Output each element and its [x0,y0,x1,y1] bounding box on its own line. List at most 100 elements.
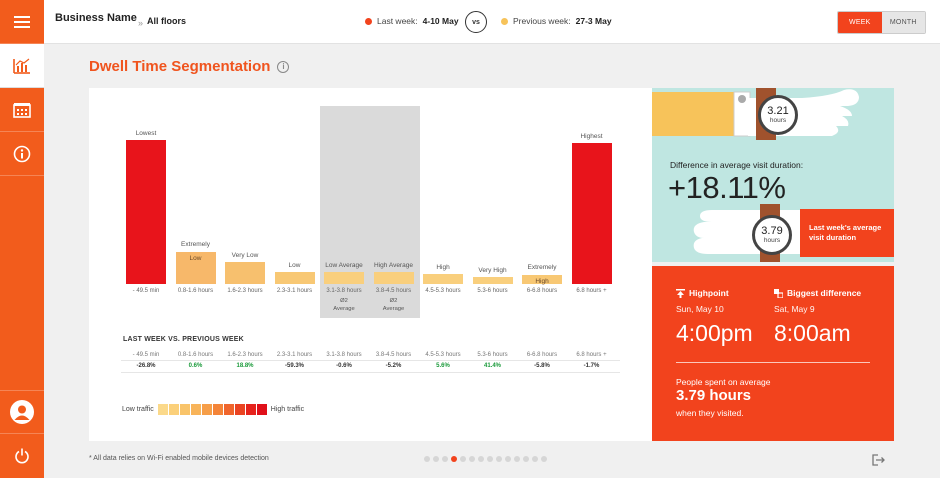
menu-button[interactable] [0,0,44,44]
nav-info[interactable] [0,132,44,176]
export-icon [872,454,885,466]
chart-bar-label: Highest [580,132,603,140]
chart-bar[interactable] [274,272,315,284]
previous-week-label: Previous week: [513,16,571,26]
chart-bar-label: Very Low [231,252,259,260]
chart-bar[interactable] [373,272,414,284]
last-week-watch-unit: hours [763,237,781,244]
period-toggle: WEEK MONTH [837,11,926,34]
last-week-average-line1: Last week's average [809,223,882,232]
comparison-value: -5.8% [534,363,550,369]
biggest-difference-day: Sat, May 9 [774,304,815,314]
comparison-range: 5.3-6 hours [477,352,508,358]
biggest-difference-label: Biggest difference [787,288,862,298]
business-name[interactable]: Business Name [54,5,138,35]
page-dot[interactable] [532,456,538,462]
chart-bar-label: Very High [478,266,507,274]
page-dot[interactable] [478,456,484,462]
menu-icon [14,15,30,28]
page-dot[interactable] [442,456,448,462]
chart-bar-label: High Average [374,262,413,270]
page-title-row: Dwell Time Segmentation i [89,58,290,75]
traffic-swatch [157,404,168,415]
chart-bar[interactable] [225,262,265,284]
top-bar: Business Name » All floors Last week: 4-… [44,0,940,44]
traffic-legend: Low traffic High traffic [122,404,304,415]
last-week-range[interactable]: 4-10 May [422,16,459,26]
chart-tick-label: 3.8-4.5 hours [375,288,412,294]
biggest-difference-heading: Biggest difference [774,288,861,298]
power-icon [15,448,29,464]
last-week-watch-face: 3.79 hours [752,215,792,255]
chart-tick-label: 0.8-1.6 hours [177,288,214,294]
compare-icon [774,288,783,298]
page-dot[interactable] [505,456,511,462]
chart-tick-label: 2.3-3.1 hours [276,288,313,294]
page-dot[interactable] [469,456,475,462]
chart-bar-label: Low [288,262,301,270]
chart-icon [13,58,30,74]
traffic-swatches [157,404,267,415]
chart-bar[interactable] [423,273,463,284]
page-dot[interactable] [424,456,430,462]
traffic-swatch [201,404,212,415]
logout-button[interactable] [0,434,44,478]
comparison-range: 6-6.8 hours [526,352,558,358]
chart-bar-label: Low Average [325,262,363,270]
chart-bar[interactable] [126,140,166,284]
week-button[interactable]: WEEK [838,12,882,33]
comparison-value: 5.6% [436,363,450,369]
previous-week-watch-value: 3.21 [767,105,789,117]
page-dot[interactable] [523,456,529,462]
title-info-icon[interactable]: i [277,60,290,73]
location-selector[interactable]: All floors [147,16,187,26]
previous-week-dot [501,17,508,25]
average-band-label: Ø2 Average [333,298,355,312]
comparison-value: 18.8% [236,363,254,369]
nav-analytics[interactable] [0,44,44,88]
comparison-range: - 49.5 min [132,352,160,358]
highpoint-day: Sun, May 10 [676,304,724,314]
page-dot[interactable] [514,456,520,462]
chart-bar[interactable] [175,252,216,284]
page-dot[interactable] [451,456,457,462]
comparison-range: 4.5-5.3 hours [425,352,461,358]
user-profile-button[interactable] [0,390,44,434]
page-dot[interactable] [496,456,502,462]
comparison-value: -59.3% [284,363,304,369]
comparison-value: 41.4% [483,363,501,369]
highpoint-time: 4:00pm [676,320,753,346]
month-button[interactable]: MONTH [881,12,925,33]
chart-bar[interactable] [324,272,364,284]
previous-week-range[interactable]: 27-3 May [575,16,612,26]
info-icon [13,145,31,162]
dwell-time-card: Lowest - 49.5 min Extremely Low 0.8-1.6 hour… [89,88,652,441]
chart-tick-label: 4.5-5.3 hours [425,288,461,294]
chart-bar-label: Extremely [181,241,210,249]
page-dot[interactable] [433,456,439,462]
difference-label: Difference in average visit duration: [670,160,804,170]
page-indicator [424,456,547,462]
page-title: Dwell Time Segmentation [89,58,271,75]
comparison-range: 3.1-3.8 hours [326,352,362,358]
page-dot[interactable] [460,456,466,462]
chart-bar-label: Extremely [527,264,557,272]
chart-bar-label: High [535,278,549,286]
highlights-divider [676,362,870,363]
comparison-range: 1.6-2.3 hours [227,352,263,358]
comparison-title: LAST WEEK VS. PREVIOUS WEEK [123,336,244,343]
comparison-value: -1.7% [583,363,600,369]
export-button[interactable] [872,453,886,471]
traffic-swatch [234,404,245,415]
page-dot[interactable] [487,456,493,462]
difference-panel: 3.21 hours Difference in average visit d… [652,88,894,262]
traffic-swatch [212,404,223,415]
page-dot[interactable] [541,456,547,462]
chart-bar[interactable] [522,275,562,284]
building-icon [13,102,31,118]
chart-bar[interactable] [472,276,513,284]
chart-tick-label: 6-6.8 hours [526,288,558,294]
highpoint-heading: Highpoint [676,288,729,298]
nav-buildings[interactable] [0,88,44,132]
chart-bar[interactable] [571,142,612,284]
